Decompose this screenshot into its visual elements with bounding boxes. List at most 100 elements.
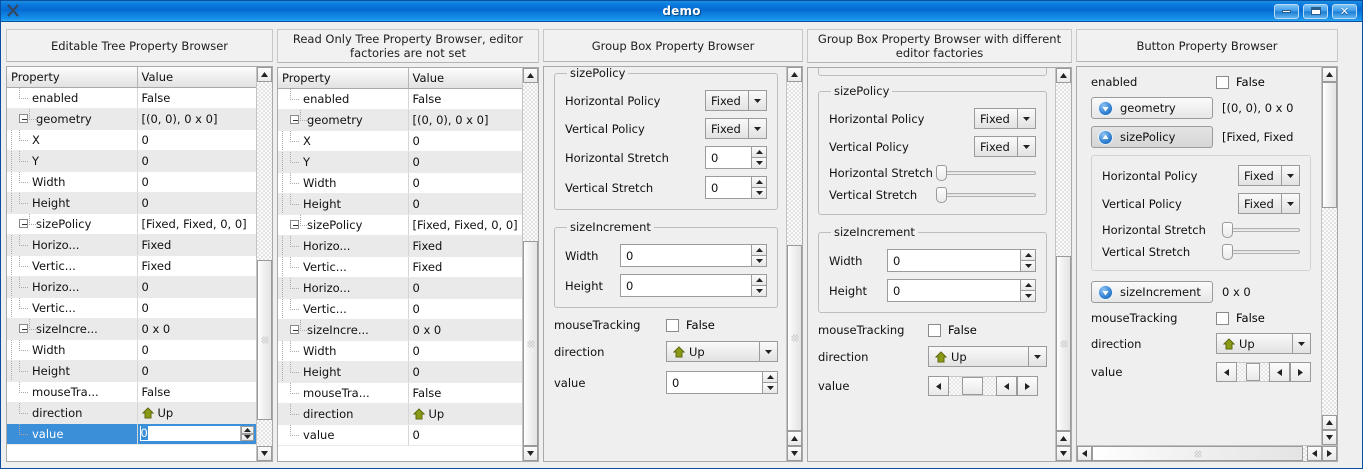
slider-horizontal-stretch[interactable]: [936, 164, 1036, 182]
cell-property-value[interactable]: Fixed: [137, 234, 256, 256]
table-row[interactable]: direction Up: [7, 402, 256, 424]
scroll-right-icon[interactable]: [1290, 362, 1311, 382]
chevron-down-icon[interactable]: [1017, 136, 1036, 157]
cell-property-value[interactable]: Up: [137, 402, 256, 424]
table-row[interactable]: Width 0: [7, 339, 256, 361]
spin-down-icon[interactable]: [241, 433, 254, 441]
spin-up-icon[interactable]: [762, 371, 778, 383]
spinbox-vertical-stretch[interactable]: 0: [705, 176, 767, 199]
scroll-down-icon[interactable]: [787, 446, 802, 461]
chevron-down-icon[interactable]: [1028, 346, 1047, 367]
combo-horizontal-policy[interactable]: Fixed: [1238, 165, 1300, 186]
cell-property-value[interactable]: 0: [137, 297, 256, 319]
table-row[interactable]: sizeIncre... 0 x 0: [7, 318, 256, 340]
chevron-down-icon[interactable]: [748, 118, 767, 139]
spinbox-horizontal-stretch[interactable]: 0: [705, 146, 767, 169]
slider-vertical-stretch[interactable]: [1222, 243, 1300, 261]
spinbox-value[interactable]: 0: [620, 244, 751, 267]
table-row[interactable]: mouseTra... False: [7, 381, 256, 403]
cell-property-value[interactable]: False: [137, 381, 256, 403]
table-row[interactable]: geometry [(0, 0), 0 x 0]: [278, 109, 522, 131]
table-row[interactable]: Vertic... 0: [278, 298, 522, 320]
scroll-up-icon-2[interactable]: [1056, 431, 1071, 446]
cell-property-value[interactable]: 0: [408, 361, 522, 383]
chevron-down-icon[interactable]: [1281, 193, 1300, 214]
spin-down-icon[interactable]: [751, 286, 767, 297]
checkbox-mouse-tracking[interactable]: [666, 318, 679, 332]
scroll-track[interactable]: [949, 376, 996, 396]
cell-property-value[interactable]: 0: [408, 130, 522, 152]
spinbox-editor[interactable]: 0: [137, 424, 256, 443]
spinbox-value[interactable]: 0: [705, 176, 751, 199]
scroll-left-icon-2[interactable]: [1269, 362, 1290, 382]
scroll-thumb[interactable]: [257, 260, 272, 420]
scroll-up-icon-2[interactable]: [1322, 415, 1337, 430]
scroll-up-icon[interactable]: [1322, 67, 1337, 82]
scroll-up-icon[interactable]: [257, 67, 272, 82]
table-row[interactable]: Height 0: [278, 361, 522, 383]
cell-property-value[interactable]: 0: [137, 339, 256, 361]
scroll-thumb[interactable]: [1092, 446, 1303, 461]
spinbox-width[interactable]: 0: [887, 249, 1036, 272]
title-bar[interactable]: demo ✕: [1, 1, 1362, 22]
combo-horizontal-policy[interactable]: Fixed: [974, 108, 1036, 129]
scroll-up-icon[interactable]: [1056, 68, 1071, 83]
spinbox-value[interactable]: 0: [620, 274, 751, 297]
combo-direction[interactable]: Up: [928, 346, 1047, 367]
table-row[interactable]: direction Up: [278, 403, 522, 425]
table-row[interactable]: sizePolicy [Fixed, Fixed, 0, 0]: [278, 214, 522, 236]
button-size-policy[interactable]: sizePolicy: [1091, 126, 1213, 148]
scroll-down-icon[interactable]: [1056, 446, 1071, 461]
scroll-thumb[interactable]: [1056, 256, 1071, 431]
chevron-down-icon[interactable]: [748, 90, 767, 111]
scroll-left-icon[interactable]: [928, 376, 949, 396]
checkbox-mouse-tracking[interactable]: [1216, 311, 1229, 325]
scroll-thumb[interactable]: [962, 377, 983, 395]
cell-property-value[interactable]: Fixed: [408, 256, 522, 278]
cell-property-value[interactable]: 0 x 0: [408, 319, 522, 341]
table-row[interactable]: Horizo... 0: [278, 277, 522, 299]
combo-vertical-policy[interactable]: Fixed: [705, 118, 767, 139]
cell-property-value[interactable]: Fixed: [408, 235, 522, 257]
table-row[interactable]: enabled False: [7, 87, 256, 109]
scroll-track[interactable]: [257, 82, 272, 260]
tree-expander-icon[interactable]: [19, 219, 28, 228]
scroll-track[interactable]: [1303, 446, 1307, 461]
combo-direction[interactable]: Up: [666, 341, 778, 362]
spinbox-height[interactable]: 0: [620, 274, 767, 297]
table-row[interactable]: Horizo... Fixed: [7, 234, 256, 256]
spin-down-icon[interactable]: [751, 158, 767, 169]
spin-down-icon[interactable]: [1020, 291, 1036, 302]
scroll-up-icon-2[interactable]: [787, 431, 802, 446]
spin-down-icon[interactable]: [762, 383, 778, 394]
cell-property-value[interactable]: 0: [408, 424, 522, 446]
spin-up-icon[interactable]: [751, 176, 767, 188]
tree-expander-icon[interactable]: [19, 324, 28, 333]
table-row[interactable]: Height 0: [7, 192, 256, 214]
cell-property-value[interactable]: False: [408, 88, 522, 110]
cell-property-value[interactable]: 0: [137, 150, 256, 172]
cell-property-value[interactable]: 0: [408, 340, 522, 362]
spin-down-icon[interactable]: [751, 188, 767, 199]
chevron-down-icon[interactable]: [1017, 108, 1036, 129]
combo-direction[interactable]: Up: [1216, 333, 1311, 354]
slider-handle[interactable]: [936, 165, 947, 181]
scroll-track[interactable]: [523, 83, 538, 241]
close-icon[interactable]: ✕: [1332, 3, 1357, 19]
panel1-tree[interactable]: Property Value enabled False geometry [(0, …: [7, 67, 256, 461]
panel5-horizontal-scrollbar[interactable]: [1077, 445, 1337, 461]
maximize-icon[interactable]: [1303, 3, 1328, 19]
table-row[interactable]: Vertic... Fixed: [278, 256, 522, 278]
cell-property-value[interactable]: [Fixed, Fixed, 0, 0]: [408, 214, 522, 236]
table-row[interactable]: Horizo... Fixed: [278, 235, 522, 257]
column-header-property[interactable]: Property: [7, 67, 138, 88]
cell-property-value[interactable]: 0: [137, 192, 256, 214]
slider-horizontal-stretch[interactable]: [1222, 221, 1300, 239]
spinbox-value[interactable]: 0: [887, 249, 1020, 272]
scroll-right-icon[interactable]: [1322, 446, 1337, 461]
spinbox-value[interactable]: 0: [705, 146, 751, 169]
scroll-left-icon-2[interactable]: [1307, 446, 1322, 461]
chevron-down-icon[interactable]: [1292, 333, 1311, 354]
scroll-down-icon[interactable]: [523, 446, 538, 461]
